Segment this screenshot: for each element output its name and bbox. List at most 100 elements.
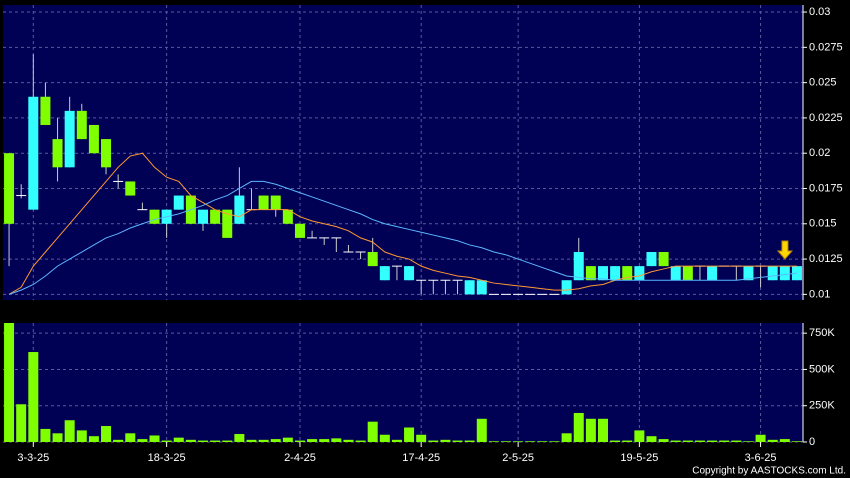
y-tick-label: 0.02: [809, 147, 830, 159]
volume-bar: [101, 426, 112, 442]
volume-bar: [488, 441, 499, 442]
candle-body: [125, 181, 136, 196]
candle-body: [646, 252, 657, 267]
volume-bar: [767, 439, 778, 442]
volume-bar: [707, 440, 718, 442]
volume-bar: [646, 436, 657, 442]
y-tick-label: 0.03: [809, 6, 830, 18]
volume-bar: [52, 433, 63, 442]
y-tick-label: 0.0125: [809, 253, 843, 265]
x-tick-label: 3-3-25: [17, 452, 49, 464]
volume-bar: [391, 439, 402, 442]
volume-bar: [731, 440, 742, 442]
volume-bar: [561, 433, 572, 442]
volume-bar: [501, 441, 512, 442]
candle-body: [610, 266, 621, 281]
candle-body: [658, 252, 669, 267]
y-tick-label: 0: [809, 436, 815, 448]
volume-bar: [331, 438, 342, 442]
candle-body: [294, 223, 305, 238]
volume-bar: [307, 439, 318, 442]
volume-bar: [585, 418, 596, 442]
candle-body: [210, 209, 221, 224]
copyright: Copyright by AASTOCKS.com Ltd.: [692, 466, 846, 477]
volume-bar: [137, 439, 148, 442]
volume-bar: [464, 440, 475, 442]
x-tick-label: 19-5-25: [620, 452, 658, 464]
candle-body: [28, 96, 39, 210]
volume-bar: [222, 440, 233, 442]
candle-body: [598, 266, 608, 281]
volume-bar: [622, 440, 633, 442]
volume-bar: [513, 441, 524, 442]
volume-bar: [658, 439, 669, 442]
volume-bar: [270, 439, 281, 442]
candle-body: [707, 266, 718, 281]
candle-body: [367, 252, 378, 267]
volume-bar: [428, 440, 439, 442]
candle-body: [670, 266, 681, 281]
volume-bar: [76, 430, 87, 442]
volume-bar: [694, 440, 705, 442]
volume-bar: [779, 439, 790, 442]
volume-bar: [210, 440, 221, 442]
x-tick-label: 18-3-25: [148, 452, 186, 464]
x-tick-label: 2-4-25: [284, 452, 316, 464]
volume-bar: [149, 435, 160, 442]
candle-body: [573, 252, 584, 281]
volume-bar: [4, 323, 15, 442]
y-tick-label: 0.025: [809, 77, 837, 89]
volume-bar: [64, 420, 75, 442]
candle-body: [282, 209, 293, 224]
y-tick-label: 0.0175: [809, 182, 843, 194]
candle-body: [767, 266, 778, 281]
x-tick-label: 3-6-25: [745, 452, 777, 464]
candle-body: [743, 266, 754, 281]
candle-body: [476, 280, 487, 295]
candle-body: [198, 209, 208, 224]
candle-body: [258, 195, 269, 210]
volume-bar: [185, 439, 196, 442]
volume-bar: [343, 439, 354, 442]
y-tick-label: 750K: [809, 327, 835, 339]
volume-bar: [161, 440, 172, 442]
volume-panel: [3, 323, 803, 442]
candle-body: [585, 266, 596, 281]
volume-bar: [610, 440, 621, 442]
volume-bar: [379, 434, 390, 442]
volume-bar: [719, 440, 730, 442]
candle-body: [270, 195, 281, 210]
candle-body: [101, 139, 112, 168]
volume-bar: [88, 436, 99, 442]
candle-body: [234, 195, 245, 224]
y-tick-label: 250K: [809, 400, 835, 412]
volume-bar: [440, 439, 451, 442]
volume-bar: [319, 439, 330, 442]
y-tick-label: 0.0275: [809, 41, 843, 53]
latest-arrow: [776, 240, 794, 260]
volume-bar: [198, 440, 208, 442]
candle-body: [779, 266, 790, 281]
volume-bar: [549, 441, 560, 442]
volume-bar: [791, 441, 802, 442]
candle-body: [149, 209, 160, 224]
y-tick-label: 0.015: [809, 218, 837, 230]
volume-bar: [355, 440, 366, 442]
volume-bar: [16, 404, 27, 442]
y-tick-label: 0.01: [809, 288, 830, 300]
candle-body: [622, 266, 633, 281]
candle-body: [561, 280, 572, 295]
volume-bar: [573, 412, 584, 442]
candle-body: [222, 209, 233, 238]
y-tick-label: 500K: [809, 363, 835, 375]
volume-bar: [113, 439, 124, 442]
volume-bar: [537, 441, 548, 442]
candle-body: [76, 110, 87, 140]
volume-bar: [525, 441, 536, 442]
volume-bar: [476, 418, 487, 442]
candle-body: [40, 96, 51, 125]
moving-average: [8, 152, 797, 295]
volume-bar: [670, 440, 681, 442]
